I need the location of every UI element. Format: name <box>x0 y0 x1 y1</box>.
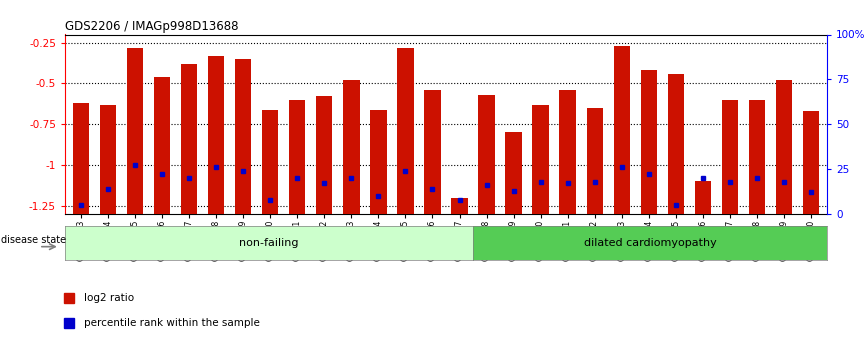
Text: disease state: disease state <box>2 235 67 245</box>
Bar <box>316 97 333 214</box>
Bar <box>73 103 89 214</box>
Bar <box>181 64 197 214</box>
Bar <box>721 100 738 214</box>
Bar <box>154 77 171 214</box>
Bar <box>641 70 656 214</box>
Bar <box>533 105 549 214</box>
Bar <box>262 109 279 214</box>
Text: log2 ratio: log2 ratio <box>84 293 134 303</box>
Bar <box>695 181 711 214</box>
Text: non-failing: non-failing <box>239 238 299 248</box>
Bar <box>100 105 116 214</box>
Bar <box>208 56 224 214</box>
Bar <box>586 108 603 214</box>
Bar <box>451 198 468 214</box>
Bar <box>424 90 441 214</box>
Bar <box>289 100 306 214</box>
Bar <box>236 59 251 214</box>
Bar <box>668 73 684 214</box>
Bar <box>776 80 792 214</box>
Bar <box>613 46 630 214</box>
Bar <box>343 80 359 214</box>
Text: dilated cardiomyopathy: dilated cardiomyopathy <box>584 238 716 248</box>
Bar <box>127 48 143 214</box>
Bar <box>371 109 386 214</box>
Text: GDS2206 / IMAGp998D13688: GDS2206 / IMAGp998D13688 <box>65 20 238 33</box>
Bar <box>749 100 765 214</box>
Bar <box>559 90 576 214</box>
Bar <box>803 111 819 214</box>
Bar <box>397 48 414 214</box>
Bar <box>478 95 494 214</box>
Text: percentile rank within the sample: percentile rank within the sample <box>84 318 260 327</box>
Bar <box>506 132 521 214</box>
